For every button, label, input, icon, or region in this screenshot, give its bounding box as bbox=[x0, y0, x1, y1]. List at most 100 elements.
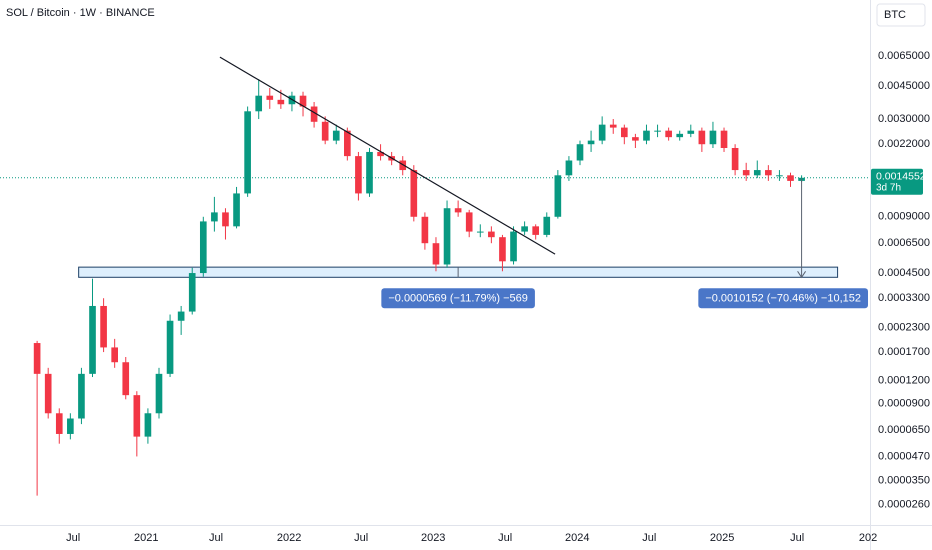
candle-body bbox=[532, 226, 540, 235]
y-tick-label: 0.0000900 bbox=[878, 398, 930, 410]
candle-body bbox=[454, 208, 462, 213]
y-tick-label: 0.0000260 bbox=[878, 498, 930, 510]
y-tick-label: 0.0009000 bbox=[878, 211, 930, 223]
x-tick-label: Jul bbox=[354, 532, 368, 544]
x-tick-label: 2021 bbox=[134, 532, 158, 544]
candle-body bbox=[377, 151, 384, 157]
x-tick-label: Jul bbox=[209, 532, 223, 544]
candle-body bbox=[465, 212, 473, 232]
candle-body bbox=[366, 151, 373, 194]
candle-body bbox=[344, 130, 351, 157]
candle-body bbox=[133, 395, 141, 437]
candle-body bbox=[709, 130, 717, 145]
candle-body bbox=[432, 243, 440, 265]
candle-body bbox=[521, 226, 528, 232]
candle-body bbox=[410, 170, 418, 217]
y-tick-label: 0.0065000 bbox=[878, 50, 930, 62]
candle-body bbox=[654, 130, 661, 132]
x-tick-label: 2025 bbox=[710, 532, 734, 544]
x-tick-label: Jul bbox=[642, 532, 656, 544]
candle-body bbox=[89, 305, 96, 374]
candle-body bbox=[321, 121, 329, 141]
candle-body bbox=[299, 95, 307, 107]
candle-body bbox=[643, 130, 650, 141]
y-tick-label: 0.0000350 bbox=[878, 474, 930, 486]
candle-body bbox=[211, 212, 218, 222]
countdown-label: 3d 7h bbox=[876, 182, 901, 193]
y-tick-label: 0.0001200 bbox=[878, 374, 930, 386]
currency: BTC bbox=[884, 9, 906, 21]
x-tick-label: 2024 bbox=[565, 532, 589, 544]
candle-body bbox=[55, 413, 63, 434]
y-tick-label: 0.0002300 bbox=[878, 321, 930, 333]
last-price-label: 0.0014552 bbox=[876, 171, 926, 183]
candle-body bbox=[565, 160, 573, 176]
candle-body bbox=[765, 170, 772, 176]
x-tick-label: Jul bbox=[790, 532, 804, 544]
y-tick-label: 0.0003300 bbox=[878, 292, 930, 304]
y-tick-label: 0.0004500 bbox=[878, 267, 930, 279]
candle-body bbox=[554, 175, 562, 217]
candle-body bbox=[111, 347, 118, 363]
candle-body bbox=[687, 130, 695, 134]
y-tick-label: 0.0000650 bbox=[878, 424, 930, 436]
candle-body bbox=[44, 373, 52, 414]
candle-body bbox=[100, 305, 107, 348]
candle-body bbox=[676, 133, 684, 138]
y-tick-label: 0.0001700 bbox=[878, 346, 930, 358]
candle-body bbox=[731, 147, 739, 171]
candle-body bbox=[620, 127, 628, 138]
candle-body bbox=[122, 362, 130, 396]
candle-body bbox=[277, 99, 285, 105]
candle-body bbox=[310, 106, 318, 122]
candle-body bbox=[166, 320, 174, 374]
candle-body bbox=[753, 170, 761, 176]
candle-body bbox=[144, 413, 152, 437]
measure-label-box bbox=[381, 288, 535, 309]
measure-label: −0.0000569 (−11.79%) −569 bbox=[388, 293, 528, 305]
measure-label-box bbox=[698, 288, 868, 309]
y-tick-label: 0.0022000 bbox=[878, 138, 930, 150]
candle-body bbox=[476, 231, 484, 233]
candle-body bbox=[499, 237, 506, 262]
candle-body bbox=[177, 311, 185, 321]
candle-body bbox=[609, 124, 617, 128]
candle-body bbox=[67, 418, 74, 434]
candle-body bbox=[510, 231, 517, 262]
candle-body bbox=[233, 193, 240, 227]
candle-body bbox=[742, 170, 750, 176]
y-tick-label: 0.0045000 bbox=[878, 80, 930, 92]
candle-body bbox=[155, 373, 163, 414]
x-tick-label: 202 bbox=[859, 532, 877, 544]
candle-body bbox=[421, 216, 429, 244]
trendline bbox=[219, 56, 556, 255]
measure-label: −0.0010152 (−70.46%) −10,152 bbox=[705, 293, 861, 305]
candle-body bbox=[632, 137, 639, 141]
candle-body bbox=[587, 140, 595, 145]
x-tick-label: 2022 bbox=[277, 532, 301, 544]
y-tick-label: 0.0000470 bbox=[878, 450, 930, 462]
candle-body bbox=[598, 124, 606, 141]
candle-body bbox=[665, 130, 672, 138]
y-tick-label: 0.0030000 bbox=[878, 113, 930, 125]
candle-body bbox=[188, 273, 196, 312]
candle-body bbox=[355, 156, 362, 194]
x-tick-label: Jul bbox=[66, 532, 80, 544]
candle-body bbox=[720, 130, 728, 148]
candle-body bbox=[443, 208, 451, 265]
candle-body bbox=[543, 216, 551, 235]
candle-body bbox=[488, 231, 495, 238]
x-tick-label: Jul bbox=[498, 532, 512, 544]
candle-body bbox=[576, 144, 584, 161]
currency-box[interactable] bbox=[876, 3, 926, 27]
candle-body bbox=[698, 130, 706, 145]
measure-arrow bbox=[797, 271, 807, 279]
candle-body bbox=[222, 212, 229, 227]
last-price-box bbox=[871, 168, 923, 195]
candle-body bbox=[78, 373, 85, 419]
y-tick-label: 0.0006500 bbox=[878, 237, 930, 249]
candle-body bbox=[332, 130, 340, 141]
candle-body bbox=[199, 221, 207, 274]
